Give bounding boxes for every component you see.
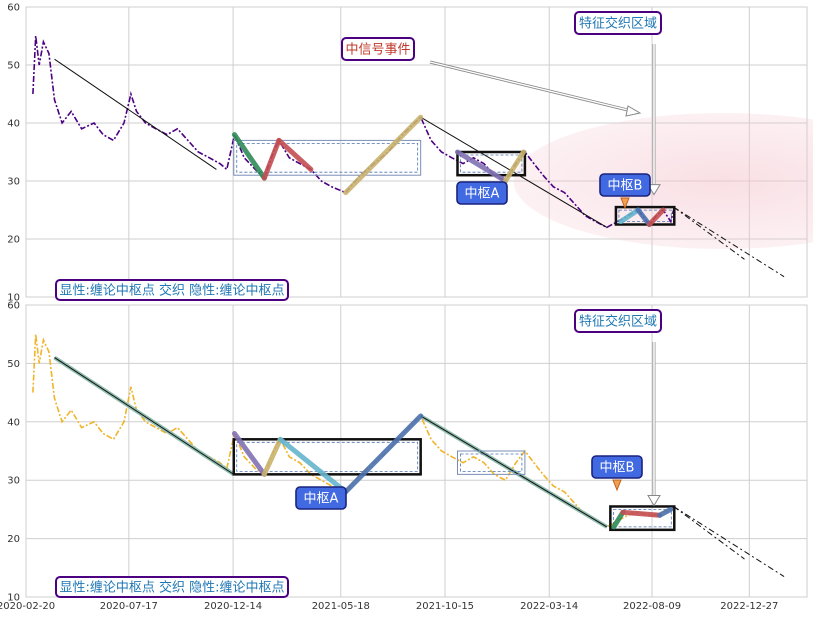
x-tick-label: 2022-08-09 <box>623 601 681 612</box>
y-tick-label: 20 <box>7 534 20 545</box>
pivot-zone <box>614 205 676 226</box>
pivot-b-label-box <box>591 455 643 479</box>
legend-label: 显性:缠论中枢点 交织 隐性:缠论中枢点 <box>59 283 284 299</box>
pivot-a-label-box <box>295 486 347 510</box>
x-tick-label: 2021-10-15 <box>416 601 474 612</box>
stroke-segment <box>646 207 666 227</box>
y-tick-label: 60 <box>7 3 20 14</box>
feature-arrow-head <box>647 184 661 196</box>
pivot-zone-inner <box>236 441 419 472</box>
stroke-segment <box>657 506 674 518</box>
trend-line <box>54 58 217 170</box>
pivot-a-label: 中枢A <box>465 187 500 202</box>
legend-label-box <box>55 279 289 301</box>
legend-label-box <box>55 576 289 598</box>
pivot-b-label: 中枢B <box>600 461 635 476</box>
y-tick-label: 40 <box>7 417 20 428</box>
feature-arrow-head <box>647 495 661 507</box>
feature-region-label: 特征交织区域 <box>579 314 657 330</box>
stroke-segment <box>261 436 283 477</box>
signal-event-label-box <box>341 37 415 61</box>
pivot-zone-inner <box>612 509 672 528</box>
trend-line <box>673 206 785 278</box>
bottom-panel: 10 20 30 40 50 60 2020-02-20 2020-07-17 2020-12-… <box>0 301 808 612</box>
stroke-segment <box>343 114 424 196</box>
trend-line <box>673 506 745 560</box>
stroke-segment <box>276 137 314 172</box>
feature-region-label-box <box>574 11 662 35</box>
x-tick-label: 2022-03-14 <box>520 601 578 612</box>
pivot-b-arrow <box>612 479 622 492</box>
signal-event-label: 中信号事件 <box>345 43 410 58</box>
y-tick-label: 50 <box>7 359 20 370</box>
legend-label: 显性:缠论中枢点 交织 隐性:缠论中枢点 <box>59 580 284 596</box>
feature-region-label-box <box>574 309 662 333</box>
x-tick-label: 2020-07-17 <box>100 601 158 612</box>
stroke-segment <box>277 436 349 495</box>
trend-line <box>673 506 785 577</box>
y-tick-label: 40 <box>7 119 20 130</box>
y-tick-label: 10 <box>7 293 20 304</box>
y-tick-label: 30 <box>7 177 20 188</box>
y-tick-label: 10 <box>7 593 20 604</box>
stroke-segment <box>635 207 652 227</box>
price-series <box>32 334 674 528</box>
price-series <box>32 35 675 229</box>
trend-line <box>54 357 235 475</box>
highlight-region <box>513 113 813 249</box>
stroke-segment <box>454 149 508 184</box>
feature-region-label: 特征交织区域 <box>579 16 657 32</box>
pivot-zone <box>456 450 526 475</box>
pivot-zone-inner <box>460 453 523 472</box>
stroke-segment <box>620 509 663 518</box>
y-tick-label: 20 <box>7 235 20 246</box>
stroke-segment <box>611 509 626 530</box>
stroke-segment <box>343 413 424 495</box>
signal-arrow-inner <box>429 61 637 113</box>
pivot-a-label: 中枢A <box>304 492 339 507</box>
x-tick-label: 2020-02-20 <box>0 601 55 612</box>
x-tick-label: 2021-05-18 <box>312 601 370 612</box>
stroke-segment <box>261 137 282 181</box>
stroke-segment <box>618 207 641 225</box>
pivot-zone <box>233 139 422 176</box>
pivot-b-label-box <box>599 173 651 197</box>
pivot-zone <box>609 505 676 532</box>
trend-line <box>673 206 745 260</box>
pivot-zone-inner <box>460 154 523 173</box>
pivot-zone-inner <box>618 209 672 222</box>
pivot-b-label: 中枢B <box>608 179 643 194</box>
y-tick-label: 30 <box>7 476 20 487</box>
stroke-segment <box>231 132 267 181</box>
plot-area <box>25 304 808 598</box>
signal-arrow-head <box>625 105 642 117</box>
pivot-b-arrow <box>620 197 630 210</box>
stroke-segment <box>502 149 527 184</box>
y-tick-label: 60 <box>7 301 20 312</box>
x-tick-label: 2020-12-14 <box>204 601 262 612</box>
x-tick-label: 2022-12-27 <box>720 601 778 612</box>
pivot-a-label-box <box>456 181 508 205</box>
pivot-zone-inner <box>236 142 419 173</box>
y-tick-label: 50 <box>7 61 20 72</box>
stroke-segment <box>231 430 267 477</box>
